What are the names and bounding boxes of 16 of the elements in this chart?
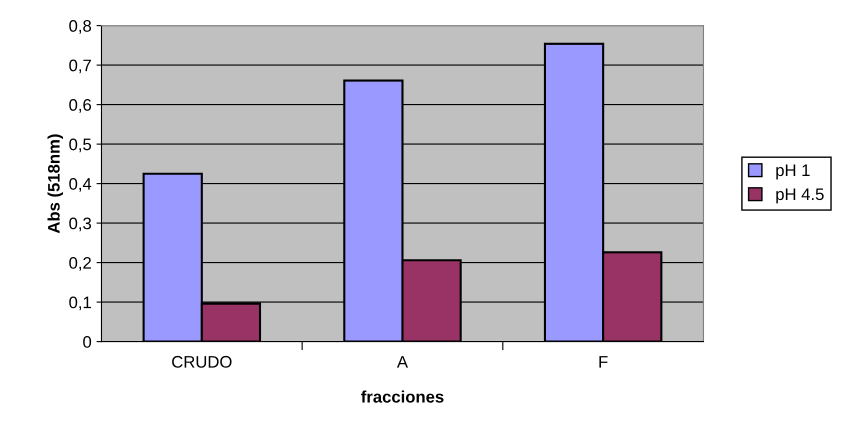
y-tick-label: 0,2 (69, 257, 91, 271)
legend-label: pH 1 (776, 164, 810, 180)
y-tick-label: 0,3 (69, 218, 92, 232)
y-tick-label: 0,7 (69, 60, 91, 74)
y-tick-label: 0 (83, 336, 92, 348)
x-tick-label: A (396, 356, 408, 368)
x-tick-label: CRUDO (172, 356, 232, 368)
x-axis-title: fracciones (361, 390, 444, 403)
y-tick-label: 0,5 (69, 138, 92, 152)
legend-label: pH 4.5 (776, 188, 824, 204)
x-tick-label: F (599, 356, 608, 368)
y-tick-label: 0,8 (69, 20, 92, 34)
y-tick-label: 0,6 (69, 99, 92, 113)
y-tick-label: 0,4 (69, 178, 92, 192)
y-tick-label: 0,1 (69, 296, 91, 310)
y-axis-title: Abs (518nm) (48, 134, 64, 234)
